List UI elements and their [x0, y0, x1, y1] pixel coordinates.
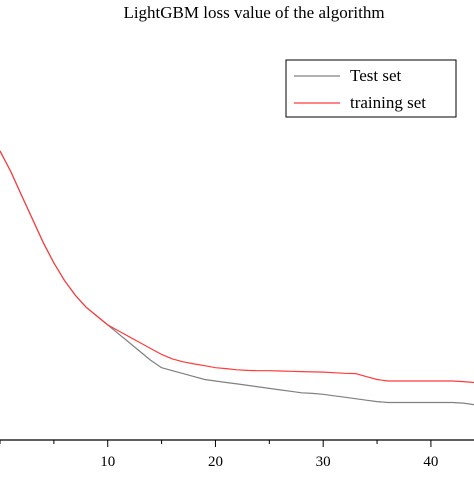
axes: 10 20 30 40	[0, 439, 474, 470]
legend-label-training-set: training set	[350, 93, 426, 112]
x-tick-label: 30	[316, 454, 331, 470]
x-tick-label: 10	[100, 454, 115, 470]
series-layer	[0, 150, 474, 406]
legend-label-test-set: Test set	[350, 66, 401, 85]
x-tick-label: 40	[423, 454, 438, 470]
legend-box	[285, 59, 457, 118]
series-line-training-set	[0, 150, 474, 384]
chart-title: LightGBM loss value of the algorithm	[123, 3, 384, 22]
legend: Test set training set	[285, 59, 457, 118]
series-line-test-set	[0, 150, 474, 406]
x-tick-label: 20	[208, 454, 223, 470]
